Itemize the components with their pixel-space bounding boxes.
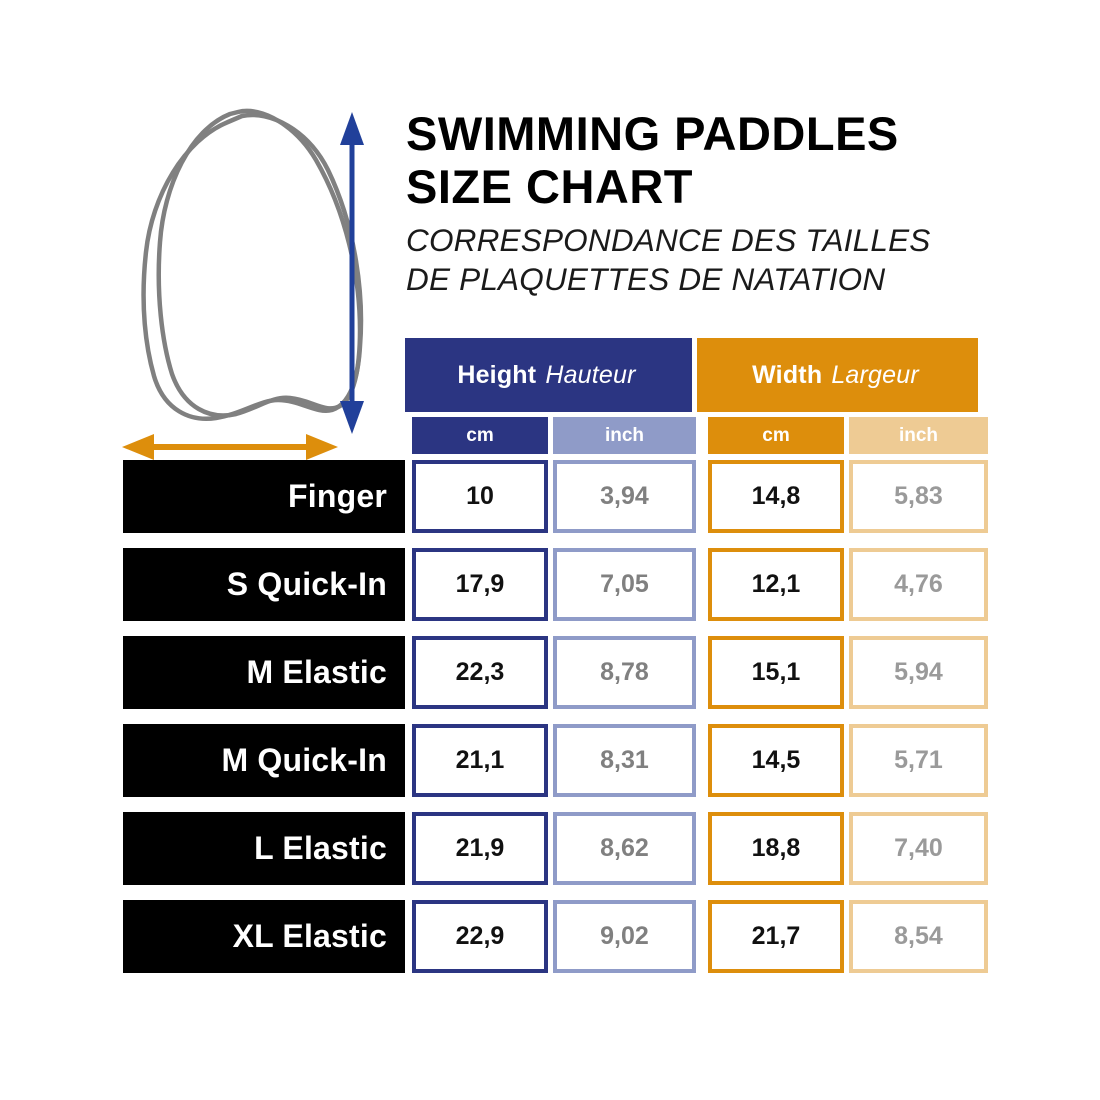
cell-height-inch: 8,62: [553, 812, 696, 885]
cell-width-cm: 14,5: [708, 724, 844, 797]
cell-width-inch: 4,76: [849, 548, 988, 621]
row-label: M Elastic: [123, 636, 405, 709]
cell-height-inch: 9,02: [553, 900, 696, 973]
cell-width-inch: 5,71: [849, 724, 988, 797]
table-unit-header-row: cm inch cm inch: [123, 417, 988, 454]
cell-height-cm: 22,3: [412, 636, 548, 709]
width-arrow: [122, 434, 338, 460]
column-group-width-label-fr: Largeur: [831, 360, 919, 389]
page-subtitle-line-1: CORRESPONDANCE DES TAILLES: [406, 222, 931, 259]
unit-header-height-inch: inch: [553, 417, 696, 454]
table-row: M Elastic 22,3 8,78 15,1 5,94: [123, 636, 988, 709]
unit-header-width-cm: cm: [708, 417, 844, 454]
height-arrow: [340, 112, 364, 434]
cell-height-cm: 10: [412, 460, 548, 533]
unit-header-height-cm: cm: [412, 417, 548, 454]
cell-width-inch: 8,54: [849, 900, 988, 973]
cell-height-cm: 21,1: [412, 724, 548, 797]
cell-width-inch: 5,83: [849, 460, 988, 533]
cell-height-cm: 22,9: [412, 900, 548, 973]
row-label: L Elastic: [123, 812, 405, 885]
row-label: XL Elastic: [123, 900, 405, 973]
table-row: L Elastic 21,9 8,62 18,8 7,40: [123, 812, 988, 885]
column-group-height: Height Hauteur: [405, 338, 692, 412]
cell-width-cm: 18,8: [708, 812, 844, 885]
column-group-height-label-fr: Hauteur: [545, 360, 636, 389]
size-table: Height Hauteur Width Largeur cm inch cm …: [123, 338, 988, 988]
cell-width-cm: 14,8: [708, 460, 844, 533]
cell-height-inch: 8,31: [553, 724, 696, 797]
page-title-line-1: SWIMMING PADDLES: [406, 107, 899, 160]
swimming-paddle-outline: [141, 108, 364, 421]
column-group-width-label: Width: [752, 360, 823, 389]
row-label: Finger: [123, 460, 405, 533]
cell-height-inch: 7,05: [553, 548, 696, 621]
row-label: S Quick-In: [123, 548, 405, 621]
cell-width-inch: 5,94: [849, 636, 988, 709]
table-row: XL Elastic 22,9 9,02 21,7 8,54: [123, 900, 988, 973]
unit-header-width-inch: inch: [849, 417, 988, 454]
cell-width-cm: 15,1: [708, 636, 844, 709]
page-title-line-2: SIZE CHART: [406, 159, 693, 213]
page-subtitle-line-2: DE PLAQUETTES DE NATATION: [406, 260, 886, 297]
table-row: S Quick-In 17,9 7,05 12,1 4,76: [123, 548, 988, 621]
cell-height-cm: 17,9: [412, 548, 548, 621]
column-group-height-label: Height: [457, 360, 537, 389]
cell-height-inch: 3,94: [553, 460, 696, 533]
unit-header-spacer: [123, 417, 405, 454]
cell-width-inch: 7,40: [849, 812, 988, 885]
cell-width-cm: 21,7: [708, 900, 844, 973]
row-label: M Quick-In: [123, 724, 405, 797]
table-row: Finger 10 3,94 14,8 5,83: [123, 460, 988, 533]
table-group-header-row: Height Hauteur Width Largeur: [123, 338, 978, 412]
cell-height-cm: 21,9: [412, 812, 548, 885]
paddle-illustration: [110, 100, 400, 470]
table-row: M Quick-In 21,1 8,31 14,5 5,71: [123, 724, 988, 797]
title-block: SWIMMING PADDLES SIZE CHART CORRESPONDAN…: [406, 107, 1006, 298]
group-header-spacer: [123, 338, 405, 412]
cell-width-cm: 12,1: [708, 548, 844, 621]
cell-height-inch: 8,78: [553, 636, 696, 709]
column-group-width: Width Largeur: [697, 338, 978, 412]
